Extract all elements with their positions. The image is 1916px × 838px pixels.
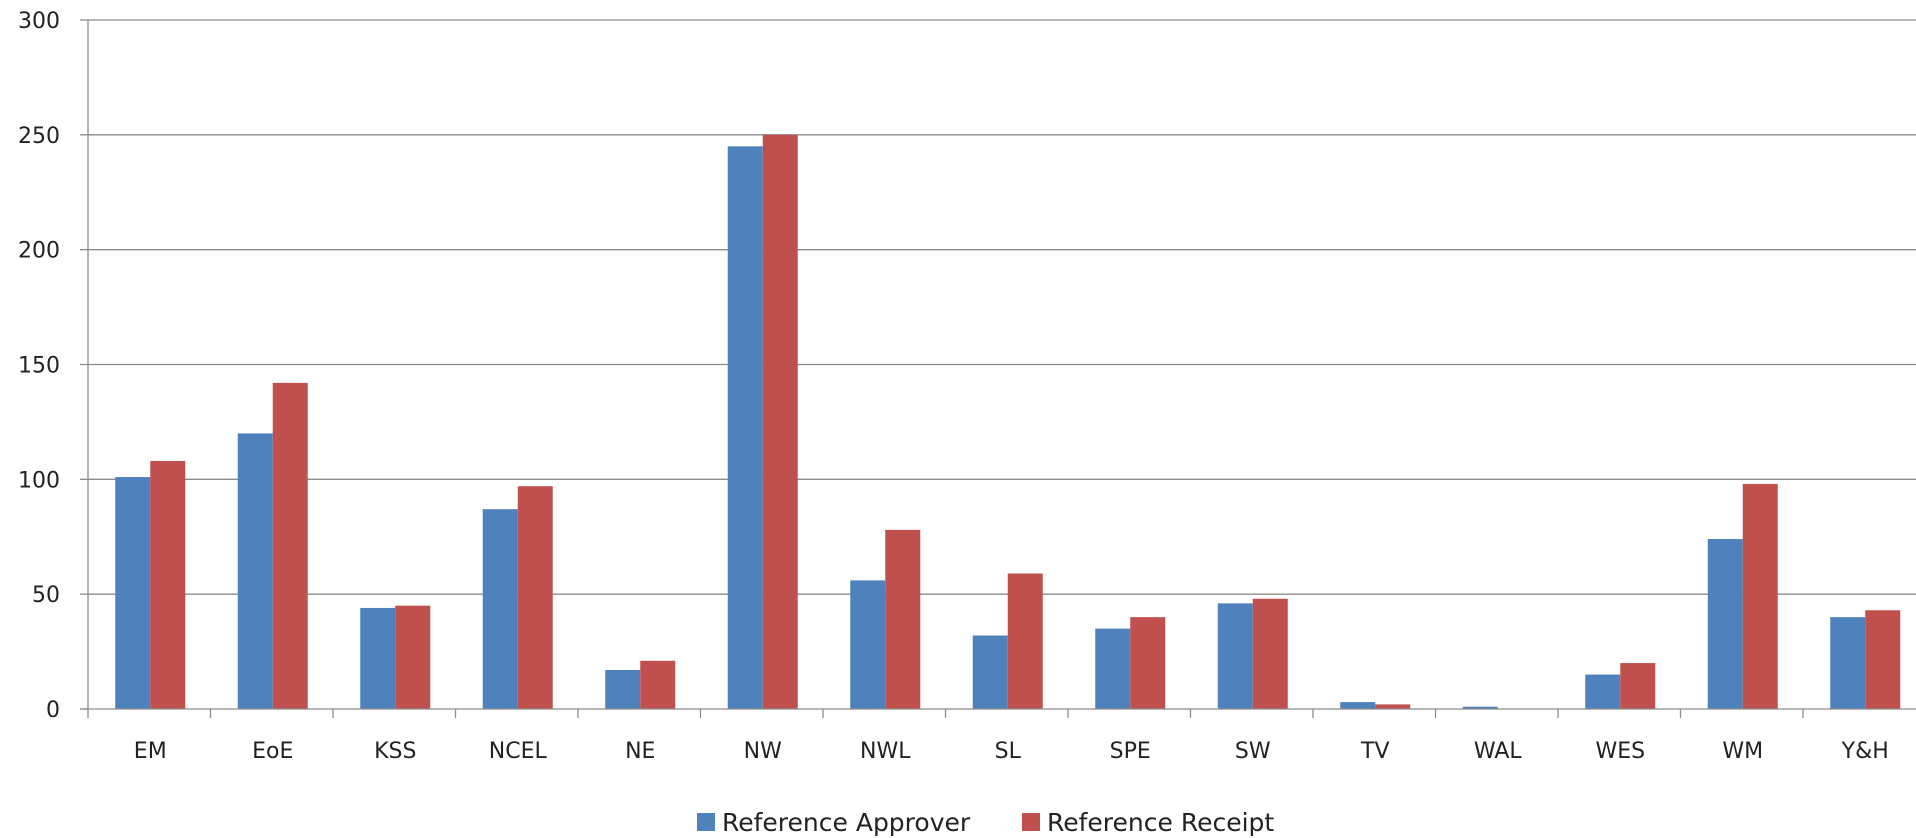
legend-swatch-1 bbox=[1022, 813, 1040, 831]
y-tick-label-100: 100 bbox=[18, 468, 60, 493]
gridlines bbox=[88, 19, 1916, 595]
bars bbox=[115, 134, 1901, 710]
x-category-label-12: WES bbox=[1595, 739, 1645, 764]
bar-WAL-reference-approver bbox=[1462, 706, 1498, 709]
x-category-label-6: NWL bbox=[860, 739, 911, 764]
bar-Y&H-reference-approver bbox=[1830, 617, 1866, 709]
bar-EoE-reference-approver bbox=[237, 433, 273, 709]
bar-NE-reference-approver bbox=[605, 669, 641, 709]
y-tick-label-250: 250 bbox=[18, 124, 60, 149]
y-tick-label-50: 50 bbox=[32, 583, 60, 608]
y-tick-label-0: 0 bbox=[46, 698, 60, 723]
y-tick-label-200: 200 bbox=[18, 239, 60, 264]
y-tick-label-300: 300 bbox=[18, 9, 60, 34]
x-category-label-13: WM bbox=[1722, 739, 1763, 764]
legend-swatch-0 bbox=[697, 813, 715, 831]
x-category-label-8: SPE bbox=[1110, 739, 1151, 764]
bar-NE-reference-receipt bbox=[640, 660, 676, 709]
bar-NW-reference-approver bbox=[727, 146, 763, 710]
x-axis bbox=[80, 19, 1916, 718]
bar-EoE-reference-receipt bbox=[272, 382, 308, 709]
bar-NWL-reference-receipt bbox=[885, 529, 921, 709]
bar-NCEL-reference-receipt bbox=[517, 486, 553, 709]
bar-SW-reference-receipt bbox=[1252, 598, 1288, 709]
bar-SL-reference-receipt bbox=[1007, 573, 1043, 709]
bar-NWL-reference-approver bbox=[850, 580, 886, 709]
x-category-label-1: EoE bbox=[252, 739, 293, 764]
bar-TV-reference-receipt bbox=[1375, 704, 1411, 709]
bar-NCEL-reference-approver bbox=[482, 509, 518, 709]
bar-KSS-reference-receipt bbox=[395, 605, 431, 709]
x-category-label-5: NW bbox=[744, 739, 782, 764]
bar-SPE-reference-approver bbox=[1095, 628, 1131, 709]
bar-SPE-reference-receipt bbox=[1130, 617, 1166, 709]
bar-NW-reference-receipt bbox=[762, 134, 798, 710]
y-axis-tick-labels: 0 50 100 150 200 250 300 bbox=[18, 9, 60, 723]
x-category-label-3: NCEL bbox=[489, 739, 548, 764]
x-category-label-14: Y&H bbox=[1841, 739, 1889, 764]
bar-WES-reference-receipt bbox=[1620, 663, 1656, 709]
bar-TV-reference-approver bbox=[1340, 702, 1376, 709]
bar-SL-reference-approver bbox=[972, 635, 1008, 709]
legend-label-1: Reference Receipt bbox=[1047, 808, 1274, 837]
x-category-label-10: TV bbox=[1360, 739, 1390, 764]
x-category-label-0: EM bbox=[134, 739, 167, 764]
bar-WM-reference-approver bbox=[1707, 539, 1743, 709]
x-category-label-4: NE bbox=[625, 739, 655, 764]
x-category-label-2: KSS bbox=[374, 739, 416, 764]
x-category-label-9: SW bbox=[1235, 739, 1271, 764]
bar-KSS-reference-approver bbox=[360, 607, 396, 709]
bar-WES-reference-approver bbox=[1585, 674, 1621, 709]
bar-EM-reference-approver bbox=[115, 477, 151, 709]
legend-label-0: Reference Approver bbox=[722, 808, 971, 837]
x-category-label-7: SL bbox=[995, 739, 1022, 764]
legend: Reference Approver Reference Receipt bbox=[697, 808, 1274, 837]
bar-EM-reference-receipt bbox=[150, 460, 186, 709]
bar-SW-reference-approver bbox=[1217, 603, 1253, 709]
bar-Y&H-reference-receipt bbox=[1865, 610, 1901, 709]
y-tick-label-150: 150 bbox=[18, 354, 60, 379]
x-axis-category-labels: EM EoE KSS NCEL NE NW NWL SL SPE SW TV WAL WES WM Y&H bbox=[134, 739, 1889, 764]
bar-WM-reference-receipt bbox=[1742, 483, 1778, 709]
x-category-label-11: WAL bbox=[1474, 739, 1523, 764]
